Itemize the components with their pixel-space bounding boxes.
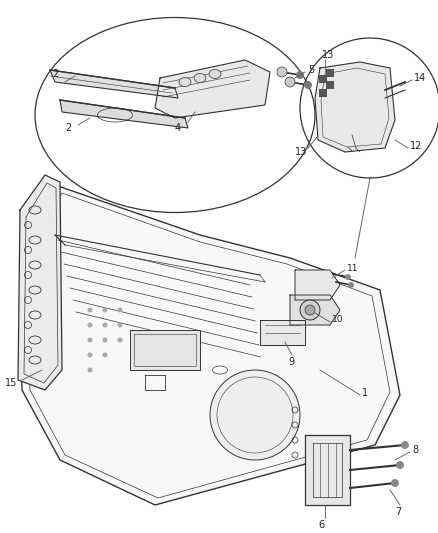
Circle shape [102,322,107,327]
Circle shape [209,370,299,460]
Ellipse shape [179,77,191,86]
Text: 2: 2 [52,69,58,79]
Bar [318,75,326,83]
Circle shape [117,337,122,343]
Text: 9: 9 [287,357,293,367]
Polygon shape [259,320,304,345]
Circle shape [304,305,314,315]
Polygon shape [130,330,200,370]
Circle shape [390,479,398,487]
Circle shape [117,308,122,312]
Text: 10: 10 [331,316,343,325]
Circle shape [400,441,408,449]
Text: 5: 5 [307,65,314,75]
Circle shape [303,81,311,89]
Circle shape [395,461,403,469]
Polygon shape [314,62,394,152]
Circle shape [87,367,92,373]
Bar [318,89,326,97]
Circle shape [347,282,353,288]
Polygon shape [18,175,62,390]
Circle shape [102,308,107,312]
Circle shape [87,308,92,312]
Polygon shape [304,435,349,505]
Text: 15: 15 [5,378,18,388]
Circle shape [344,274,350,280]
Circle shape [87,322,92,327]
Text: 4: 4 [175,123,181,133]
Text: 14: 14 [413,73,425,83]
Text: 13: 13 [294,147,307,157]
Circle shape [102,337,107,343]
Text: 12: 12 [409,141,421,151]
Circle shape [299,300,319,320]
Text: 6: 6 [317,520,323,530]
Text: 8: 8 [411,445,417,455]
Text: 2: 2 [65,123,71,133]
Polygon shape [20,185,399,505]
Polygon shape [50,70,177,98]
Circle shape [102,352,107,358]
Ellipse shape [194,74,205,83]
Ellipse shape [208,69,220,78]
Bar [325,81,333,89]
Text: 11: 11 [346,263,358,272]
Text: 7: 7 [394,507,400,517]
Polygon shape [60,100,187,128]
Circle shape [87,352,92,358]
Circle shape [117,322,122,327]
Polygon shape [155,60,269,118]
Circle shape [276,67,286,77]
Circle shape [87,337,92,343]
Circle shape [295,71,303,79]
Text: 1: 1 [361,388,367,398]
Polygon shape [290,295,339,325]
Circle shape [284,77,294,87]
Bar [325,69,333,77]
Text: 13: 13 [321,50,333,60]
Polygon shape [294,270,339,300]
